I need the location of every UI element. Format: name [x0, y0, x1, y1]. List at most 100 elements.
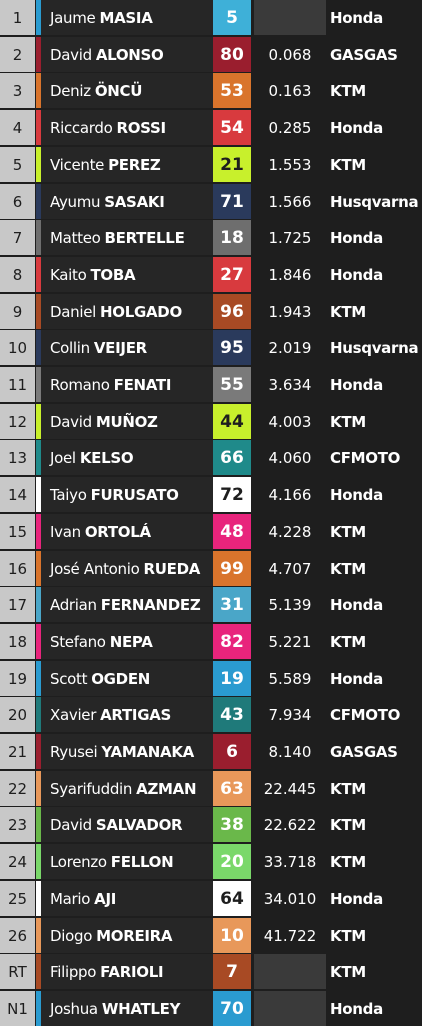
rider-name-cell: José Antonio RUEDA: [41, 551, 213, 586]
gap-cell: 1.846: [254, 257, 326, 292]
team-color-stripe: [36, 771, 41, 806]
rider-first-name: Diogo: [50, 926, 93, 945]
team-color-stripe: [36, 587, 41, 622]
rider-first-name: David: [50, 45, 92, 64]
manufacturer-cell: KTM: [326, 918, 422, 953]
team-color-stripe: [36, 110, 41, 145]
rider-first-name: Deniz: [50, 81, 91, 100]
position-cell: 22: [0, 771, 35, 806]
rider-first-name: Vicente: [50, 155, 105, 174]
team-color-stripe: [36, 184, 41, 219]
result-row: 17 Adrian FERNANDEZ 31 5.139 Honda: [0, 587, 422, 622]
rider-name-cell: Kaito TOBA: [41, 257, 213, 292]
rider-number-badge: 21: [213, 147, 251, 182]
result-row: 13 Joel KELSO 66 4.060 CFMOTO: [0, 440, 422, 475]
team-color-stripe: [36, 844, 41, 879]
rider-name-cell: Scott OGDEN: [41, 661, 213, 696]
rider-first-name: Jaume: [50, 8, 96, 27]
team-color-stripe: [36, 257, 41, 292]
gap-cell: 4.060: [254, 440, 326, 475]
gap-cell: 22.445: [254, 771, 326, 806]
result-row: 24 Lorenzo FELLON 20 33.718 KTM: [0, 844, 422, 879]
rider-number-badge: 64: [213, 881, 251, 916]
result-row: 2 David ALONSO 80 0.068 GASGAS: [0, 37, 422, 72]
gap-cell: 4.003: [254, 404, 326, 439]
rider-first-name: David: [50, 815, 92, 834]
rider-number-badge: 70: [213, 991, 251, 1026]
manufacturer-cell: Honda: [326, 110, 422, 145]
rider-number-badge: 20: [213, 844, 251, 879]
team-color-stripe: [36, 514, 41, 549]
manufacturer-cell: Honda: [326, 477, 422, 512]
manufacturer-cell: KTM: [326, 551, 422, 586]
rider-name-cell: Romano FENATI: [41, 367, 213, 402]
rider-name-cell: David MUÑOZ: [41, 404, 213, 439]
rider-first-name: Adrian: [50, 595, 97, 614]
team-color-stripe: [36, 404, 41, 439]
manufacturer-cell: Honda: [326, 220, 422, 255]
rider-last-name: OGDEN: [91, 669, 151, 688]
result-row: 11 Romano FENATI 55 3.634 Honda: [0, 367, 422, 402]
team-color-stripe: [36, 697, 41, 732]
position-cell: 13: [0, 440, 35, 475]
rider-name-cell: Mario AJI: [41, 881, 213, 916]
position-cell: 11: [0, 367, 35, 402]
rider-number-badge: 71: [213, 184, 251, 219]
rider-last-name: ALONSO: [95, 45, 164, 64]
manufacturer-cell: Husqvarna: [326, 184, 422, 219]
rider-last-name: FENATI: [113, 375, 172, 394]
rider-number-badge: 43: [213, 697, 251, 732]
rider-number-badge: 6: [213, 734, 251, 769]
manufacturer-cell: KTM: [326, 954, 422, 989]
position-cell: 19: [0, 661, 35, 696]
rider-last-name: WHATLEY: [101, 999, 181, 1018]
result-row: 15 Ivan ORTOLÁ 48 4.228 KTM: [0, 514, 422, 549]
result-row: 20 Xavier ARTIGAS 43 7.934 CFMOTO: [0, 697, 422, 732]
position-cell: 4: [0, 110, 35, 145]
position-cell: 6: [0, 184, 35, 219]
result-row: 4 Riccardo ROSSI 54 0.285 Honda: [0, 110, 422, 145]
result-row: RT Filippo FARIOLI 7 KTM: [0, 954, 422, 989]
rider-number-badge: 80: [213, 37, 251, 72]
position-cell: 15: [0, 514, 35, 549]
rider-last-name: ROSSI: [116, 118, 166, 137]
rider-name-cell: Xavier ARTIGAS: [41, 697, 213, 732]
rider-name-cell: David ALONSO: [41, 37, 213, 72]
rider-last-name: AJI: [94, 889, 117, 908]
gap-cell: 1.566: [254, 184, 326, 219]
manufacturer-cell: Honda: [326, 587, 422, 622]
rider-last-name: HOLGADO: [100, 302, 182, 321]
gap-cell: 0.285: [254, 110, 326, 145]
result-row: 5 Vicente PEREZ 21 1.553 KTM: [0, 147, 422, 182]
gap-cell: 3.634: [254, 367, 326, 402]
position-cell: 8: [0, 257, 35, 292]
rider-first-name: Joshua: [50, 999, 98, 1018]
gap-cell: 1.725: [254, 220, 326, 255]
rider-last-name: MASIA: [99, 8, 153, 27]
team-color-stripe: [36, 551, 41, 586]
rider-last-name: KELSO: [79, 448, 134, 467]
manufacturer-cell: Honda: [326, 257, 422, 292]
rider-last-name: AZMAN: [136, 779, 197, 798]
manufacturer-cell: CFMOTO: [326, 440, 422, 475]
rider-number-badge: 48: [213, 514, 251, 549]
manufacturer-cell: KTM: [326, 294, 422, 329]
manufacturer-cell: Honda: [326, 661, 422, 696]
rider-last-name: MOREIRA: [96, 926, 173, 945]
gap-cell: 4.228: [254, 514, 326, 549]
rider-last-name: FURUSATO: [90, 485, 179, 504]
rider-first-name: Scott: [50, 669, 88, 688]
position-cell: 25: [0, 881, 35, 916]
rider-name-cell: Riccardo ROSSI: [41, 110, 213, 145]
rider-last-name: FELLON: [110, 852, 174, 871]
result-row: 16 José Antonio RUEDA 99 4.707 KTM: [0, 551, 422, 586]
position-cell: 2: [0, 37, 35, 72]
rider-first-name: Collin: [50, 338, 90, 357]
rider-name-cell: Taiyo FURUSATO: [41, 477, 213, 512]
manufacturer-cell: Honda: [326, 881, 422, 916]
rider-number-badge: 72: [213, 477, 251, 512]
team-color-stripe: [36, 624, 41, 659]
gap-cell: 22.622: [254, 807, 326, 842]
position-cell: RT: [0, 954, 35, 989]
position-cell: 12: [0, 404, 35, 439]
